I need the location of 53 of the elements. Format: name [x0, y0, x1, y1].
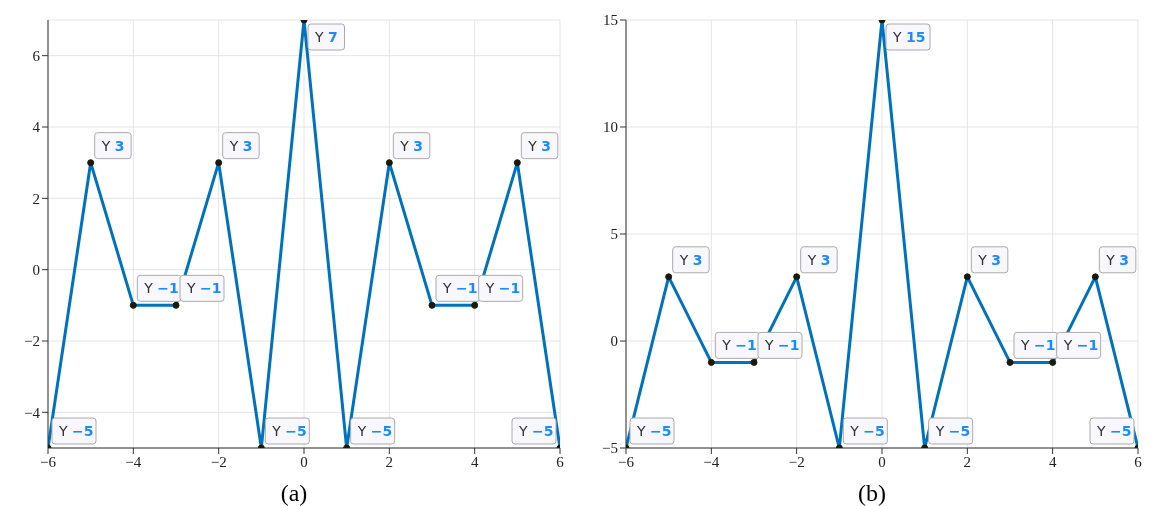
data-label: Y −5	[636, 423, 672, 439]
data-label: Y 3	[527, 137, 552, 154]
data-label: Y −5	[518, 423, 554, 439]
x-tick-label: 4	[470, 453, 479, 470]
x-axis-title: (b)	[857, 480, 887, 506]
data-label: Y −5	[934, 423, 971, 439]
x-tick-label: 0	[300, 453, 308, 470]
y-tick-label: 6	[32, 47, 41, 64]
data-label: Y −5	[58, 423, 94, 439]
x-tick-label: −6	[40, 453, 57, 470]
y-tick-label: 4	[32, 119, 41, 136]
data-label: Y −1	[442, 280, 478, 297]
data-label: Y 3	[678, 251, 703, 268]
data-label: Y −1	[186, 280, 222, 297]
y-tick-label: −4	[24, 404, 41, 421]
data-label: Y 3	[1105, 251, 1130, 268]
x-tick-label: −4	[125, 453, 142, 470]
data-label: Y 3	[806, 251, 831, 268]
x-axis-title: (a)	[279, 480, 309, 506]
x-tick-label: −2	[210, 453, 227, 470]
data-label: Y −1	[1020, 337, 1056, 354]
data-label: Y −5	[356, 423, 393, 439]
x-tick-label: −6	[618, 453, 635, 470]
y-tick-label: 2	[32, 190, 40, 207]
x-tick-label: 4	[1048, 453, 1057, 470]
y-tick-label: −5	[602, 440, 618, 457]
y-tick-label: 15	[603, 12, 618, 29]
y-tick-label: 0	[610, 333, 618, 350]
data-label: Y 15	[892, 29, 926, 45]
x-tick-label: 6	[1134, 453, 1143, 470]
data-label: Y −5	[271, 423, 307, 439]
data-label: Y 3	[399, 137, 424, 154]
y-tick-label: 0	[32, 261, 40, 278]
x-tick-label: 2	[385, 453, 394, 470]
x-tick-label: 2	[963, 453, 972, 470]
data-label: Y −1	[764, 337, 800, 354]
y-tick-label: 5	[610, 226, 618, 243]
data-label: Y −5	[849, 423, 885, 439]
data-label: Y 3	[977, 251, 1002, 268]
data-label: Y 3	[100, 137, 125, 154]
data-label: Y −1	[1062, 337, 1099, 354]
data-label: Y −1	[484, 280, 521, 297]
data-label: Y 7	[314, 29, 338, 45]
x-tick-label: 6	[556, 453, 565, 470]
y-tick-label: −2	[24, 333, 40, 350]
y-tick-label: 10	[603, 119, 618, 136]
data-label: Y 3	[228, 137, 253, 154]
x-tick-label: −4	[703, 453, 720, 470]
x-tick-label: −2	[788, 453, 805, 470]
data-label: Y −1	[143, 280, 179, 297]
x-tick-label: 0	[878, 453, 886, 470]
data-label: Y −5	[1096, 423, 1132, 439]
data-label: Y −1	[721, 337, 757, 354]
